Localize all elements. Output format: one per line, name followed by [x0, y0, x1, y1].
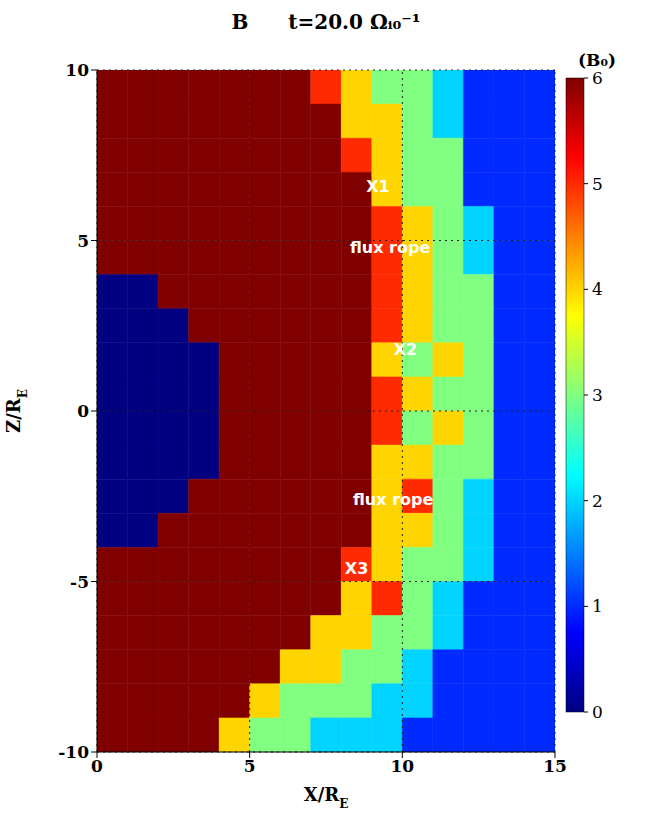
svg-text:0: 0: [91, 756, 103, 776]
svg-text:X2: X2: [394, 340, 417, 359]
svg-text:2: 2: [592, 491, 603, 511]
svg-text:0: 0: [77, 401, 89, 421]
svg-text:flux rope: flux rope: [353, 490, 433, 509]
svg-text:(B₀): (B₀): [578, 50, 616, 70]
svg-text:X1: X1: [366, 177, 389, 196]
svg-text:6: 6: [592, 68, 603, 88]
svg-text:0: 0: [592, 702, 603, 722]
svg-text:X/RE: X/RE: [304, 784, 349, 811]
svg-text:Z/RE: Z/RE: [3, 389, 30, 433]
svg-text:10: 10: [390, 756, 414, 776]
html-text:B: B: [231, 10, 249, 34]
svg-text:flux rope: flux rope: [350, 238, 430, 257]
svg-text:-10: -10: [58, 742, 89, 762]
svg-text:3: 3: [592, 385, 603, 405]
svg-text:10: 10: [65, 60, 89, 80]
svg-text:-5: -5: [70, 572, 89, 592]
svg-text:X3: X3: [345, 559, 368, 578]
svg-text:5: 5: [244, 756, 256, 776]
svg-text:5: 5: [592, 174, 603, 194]
svg-text:4: 4: [592, 279, 603, 299]
html-text:t=20.0 Ωᵢ₀⁻¹: t=20.0 Ωᵢ₀⁻¹: [288, 10, 421, 34]
svg-text:5: 5: [77, 231, 89, 251]
svg-text:15: 15: [543, 756, 567, 776]
svg-text:1: 1: [592, 596, 603, 616]
